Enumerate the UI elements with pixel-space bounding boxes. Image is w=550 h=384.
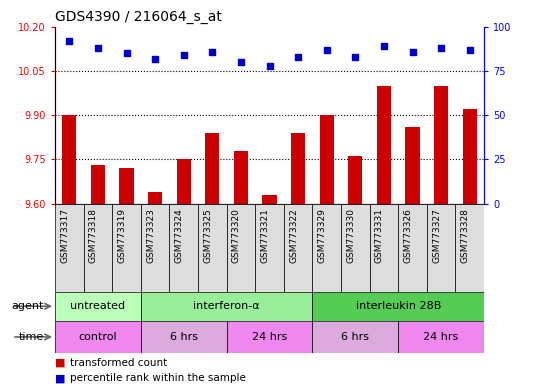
- Text: agent: agent: [12, 301, 44, 311]
- Bar: [405, 127, 420, 204]
- Bar: [398, 204, 427, 292]
- Bar: [284, 204, 312, 292]
- Bar: [377, 86, 391, 204]
- Point: [294, 54, 302, 60]
- Point: [265, 63, 274, 69]
- Bar: [148, 192, 162, 204]
- Bar: [198, 204, 227, 292]
- Point: [379, 43, 388, 50]
- Text: GSM773331: GSM773331: [375, 208, 384, 263]
- Bar: [427, 204, 455, 292]
- Text: interferon-α: interferon-α: [193, 301, 260, 311]
- Bar: [312, 204, 341, 292]
- Point: [65, 38, 74, 44]
- Bar: [320, 115, 334, 204]
- Bar: [177, 159, 191, 204]
- Point: [437, 45, 446, 51]
- Text: GSM773328: GSM773328: [461, 208, 470, 263]
- Bar: [141, 292, 312, 321]
- Bar: [312, 321, 398, 353]
- Text: GSM773324: GSM773324: [175, 208, 184, 263]
- Bar: [62, 115, 76, 204]
- Bar: [341, 204, 370, 292]
- Bar: [227, 321, 312, 353]
- Text: GSM773317: GSM773317: [60, 208, 69, 263]
- Bar: [227, 204, 255, 292]
- Text: control: control: [79, 332, 117, 342]
- Text: GSM773325: GSM773325: [204, 208, 212, 263]
- Bar: [434, 86, 448, 204]
- Text: GSM773320: GSM773320: [232, 208, 241, 263]
- Bar: [291, 133, 305, 204]
- Bar: [348, 156, 362, 204]
- Point: [151, 56, 160, 62]
- Text: 24 hrs: 24 hrs: [252, 332, 287, 342]
- Bar: [234, 151, 248, 204]
- Text: GSM773326: GSM773326: [404, 208, 412, 263]
- Bar: [455, 204, 484, 292]
- Bar: [55, 292, 141, 321]
- Text: GSM773322: GSM773322: [289, 208, 298, 263]
- Text: GDS4390 / 216064_s_at: GDS4390 / 216064_s_at: [55, 10, 222, 25]
- Point: [236, 59, 245, 65]
- Text: 6 hrs: 6 hrs: [170, 332, 197, 342]
- Text: GSM773319: GSM773319: [118, 208, 127, 263]
- Point: [179, 52, 188, 58]
- Text: GSM773329: GSM773329: [318, 208, 327, 263]
- Text: GSM773318: GSM773318: [89, 208, 98, 263]
- Bar: [255, 204, 284, 292]
- Bar: [141, 321, 227, 353]
- Bar: [84, 204, 112, 292]
- Text: GSM773321: GSM773321: [261, 208, 270, 263]
- Point: [351, 54, 360, 60]
- Bar: [169, 204, 198, 292]
- Text: GSM773330: GSM773330: [346, 208, 355, 263]
- Bar: [312, 292, 484, 321]
- Text: 6 hrs: 6 hrs: [342, 332, 369, 342]
- Bar: [55, 204, 84, 292]
- Bar: [398, 321, 484, 353]
- Text: time: time: [19, 332, 44, 342]
- Point: [465, 47, 474, 53]
- Point: [122, 50, 131, 56]
- Bar: [262, 195, 277, 204]
- Bar: [463, 109, 477, 204]
- Point: [208, 48, 217, 55]
- Text: GSM773327: GSM773327: [432, 208, 441, 263]
- Bar: [55, 321, 141, 353]
- Text: GSM773323: GSM773323: [146, 208, 155, 263]
- Text: 24 hrs: 24 hrs: [424, 332, 459, 342]
- Bar: [141, 204, 169, 292]
- Text: transformed count: transformed count: [70, 358, 168, 368]
- Text: untreated: untreated: [70, 301, 125, 311]
- Text: percentile rank within the sample: percentile rank within the sample: [70, 373, 246, 383]
- Text: ■: ■: [55, 358, 65, 368]
- Text: interleukin 28B: interleukin 28B: [355, 301, 441, 311]
- Bar: [112, 204, 141, 292]
- Bar: [91, 165, 105, 204]
- Bar: [370, 204, 398, 292]
- Point: [408, 48, 417, 55]
- Point: [322, 47, 331, 53]
- Text: ■: ■: [55, 373, 65, 383]
- Point: [94, 45, 102, 51]
- Bar: [205, 133, 219, 204]
- Bar: [119, 168, 134, 204]
